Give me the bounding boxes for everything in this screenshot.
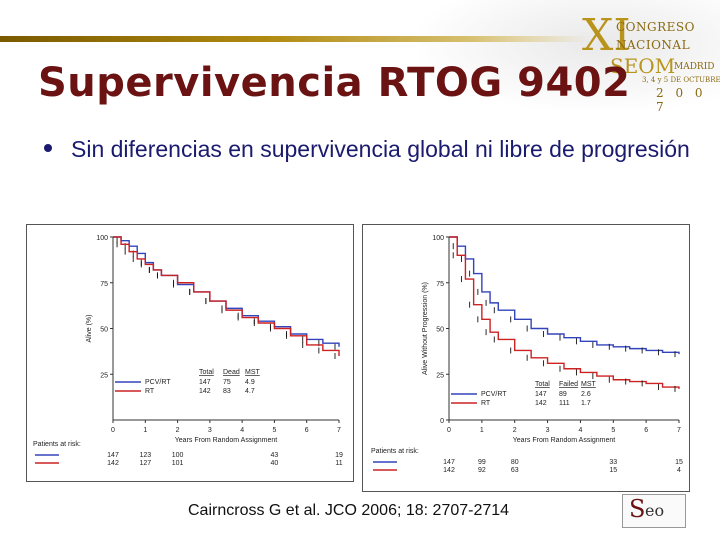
risk-value: 40 (271, 460, 279, 467)
series-line-pcvrt (449, 236, 680, 355)
legend-value: 75 (223, 379, 231, 386)
risk-value: 15 (675, 459, 683, 466)
risk-value: 147 (107, 452, 119, 459)
legend-label: PCV/RT (145, 379, 171, 386)
legend-value: 142 (199, 388, 211, 395)
legend-value: 4.7 (245, 388, 255, 395)
legend-value: 2.6 (581, 391, 591, 398)
logo-line1: CONGRESO (616, 20, 695, 34)
risk-value: 63 (511, 467, 519, 474)
x-tick-label: 7 (337, 427, 341, 434)
risk-value: 147 (443, 459, 455, 466)
y-tick-label: 25 (100, 372, 108, 379)
risk-value: 127 (139, 460, 151, 467)
bullet-item: Sin diferencias en supervivencia global … (44, 134, 694, 164)
legend-label: PCV/RT (481, 391, 507, 398)
risk-value: 19 (335, 452, 343, 459)
legend-value: 147 (199, 379, 211, 386)
legend-value: 1.7 (581, 400, 591, 407)
risk-value: 80 (511, 459, 519, 466)
legend-label: RT (481, 400, 491, 407)
legend-value: 83 (223, 388, 231, 395)
logo-dates: 3, 4 y 5 DE OCTUBRE (642, 76, 720, 84)
x-tick-label: 0 (447, 427, 451, 434)
risk-value: 33 (609, 459, 617, 466)
legend-value: 147 (535, 391, 547, 398)
x-tick-label: 1 (480, 427, 484, 434)
legend-value: 89 (559, 391, 567, 398)
series-line-pcvrt (113, 236, 340, 347)
y-tick-label: 100 (96, 235, 108, 242)
x-tick-label: 2 (176, 427, 180, 434)
bullet-text: Sin diferencias en supervivencia global … (71, 136, 690, 162)
x-tick-label: 1 (143, 427, 147, 434)
logo-year: 2 0 0 7 (656, 86, 707, 114)
risk-value: 4 (677, 467, 681, 474)
logo-line2: NACIONAL (616, 38, 691, 52)
series-line-rt (449, 236, 680, 389)
legend-header: Failed (559, 381, 578, 388)
risk-value: 142 (107, 460, 119, 467)
bullet-dot-icon (44, 144, 52, 152)
x-tick-label: 5 (611, 427, 615, 434)
legend-header: MST (581, 381, 597, 388)
header-rule (0, 36, 590, 42)
logo-city: MADRID (674, 62, 715, 72)
legend-value: 4.9 (245, 379, 255, 386)
risk-value: 15 (609, 467, 617, 474)
y-tick-label: 50 (436, 327, 444, 334)
risk-table-label: Patients at risk: (33, 441, 81, 448)
risk-value: 92 (478, 467, 486, 474)
legend-value: 142 (535, 400, 547, 407)
y-tick-label: 50 (100, 327, 108, 334)
citation: Cairncross G et al. JCO 2006; 18: 2707-2… (188, 502, 510, 519)
y-axis-label: Alive Without Progression (%) (422, 282, 429, 375)
x-tick-label: 4 (578, 427, 582, 434)
y-tick-label: 75 (436, 281, 444, 288)
header-background-art (420, 0, 720, 110)
legend-header: MST (245, 369, 261, 376)
seom-logo-text: eo (645, 501, 665, 520)
risk-value: 99 (478, 459, 486, 466)
legend-label: RT (145, 388, 155, 395)
y-tick-label: 25 (436, 372, 444, 379)
y-tick-label: 100 (432, 235, 444, 242)
x-tick-label: 2 (513, 427, 517, 434)
progression-free-survival-chart: 0 25 50 75 100 0 1 2 3 4 5 6 7 Years From Random Assi… (362, 224, 690, 492)
legend-header: Total (535, 381, 550, 388)
y-tick-label: 0 (440, 418, 444, 425)
risk-value: 43 (271, 452, 279, 459)
overall-survival-chart: 25 50 75 100 0 1 2 3 4 5 6 7 Years From Random Assig… (26, 224, 354, 482)
risk-value: 142 (443, 467, 455, 474)
risk-value: 11 (335, 460, 342, 467)
seom-logo: S eo (622, 494, 686, 528)
x-tick-label: 7 (677, 427, 681, 434)
x-tick-label: 3 (546, 427, 550, 434)
y-axis-label: Alive (%) (86, 314, 93, 342)
risk-value: 123 (139, 452, 151, 459)
congress-logo: XI CONGRESO NACIONAL SEOM MADRID 3, 4 y … (582, 10, 720, 115)
slide-title: Supervivencia RTOG 9402 (38, 60, 631, 106)
risk-table-label: Patients at risk: (371, 448, 419, 455)
x-tick-label: 6 (644, 427, 648, 434)
x-tick-label: 6 (305, 427, 309, 434)
legend-value: 111 (559, 400, 570, 407)
risk-value: 100 (172, 452, 184, 459)
seom-logo-s: S (629, 495, 646, 523)
legend-header: Total (199, 369, 214, 376)
x-axis-label: Years From Random Assignment (175, 437, 278, 444)
risk-value: 101 (172, 460, 184, 467)
progression-free-survival-svg: 0 25 50 75 100 0 1 2 3 4 5 6 7 Years From Random Assi… (371, 235, 683, 474)
logo-roman-numeral: XI (582, 10, 631, 61)
x-axis-label: Years From Random Assignment (513, 437, 616, 444)
x-tick-label: 5 (272, 427, 276, 434)
x-tick-label: 3 (208, 427, 212, 434)
x-tick-label: 0 (111, 427, 115, 434)
logo-org: SEOM (610, 54, 676, 78)
series-line-rt (113, 236, 340, 356)
x-tick-label: 4 (240, 427, 244, 434)
y-tick-label: 75 (100, 281, 108, 288)
legend-header: Dead (223, 369, 240, 376)
